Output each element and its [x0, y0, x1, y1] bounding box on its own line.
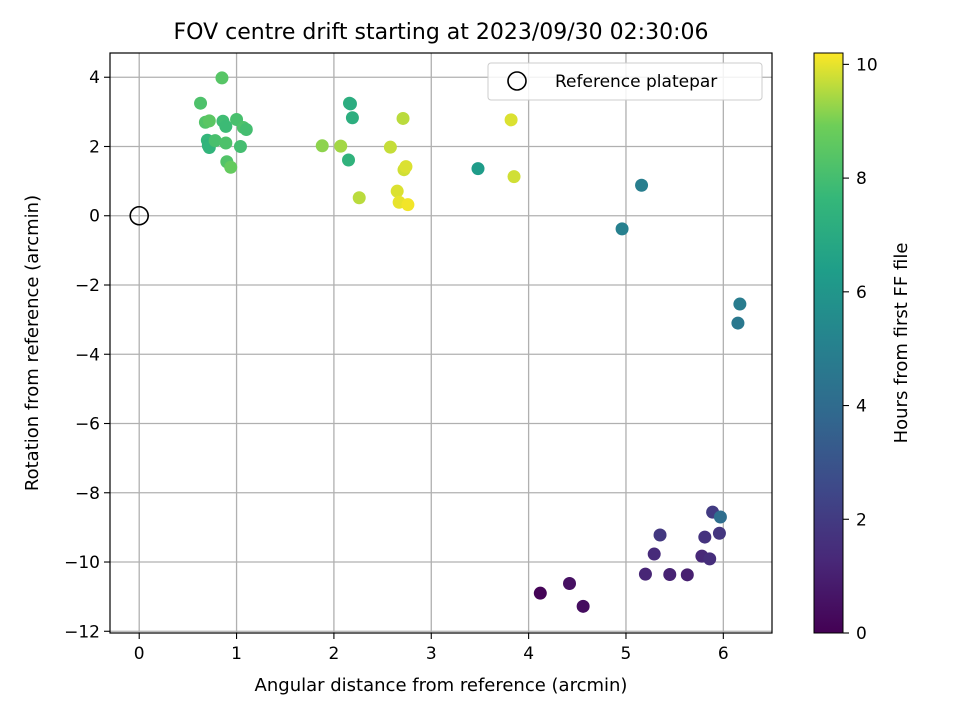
grid-lines: [110, 53, 772, 633]
x-tick-label: 4: [523, 644, 534, 664]
data-point: [208, 134, 222, 148]
reference-point-marker: [129, 205, 150, 226]
x-tick-label: 0: [134, 644, 145, 664]
legend-box: [487, 62, 763, 101]
x-tick-label: 5: [621, 644, 632, 664]
x-tick-label: 1: [231, 644, 242, 664]
colorbar-label: Hours from first FF file: [891, 243, 912, 444]
data-point: [345, 111, 359, 125]
data-point: [680, 568, 694, 582]
legend-marker: [507, 71, 527, 91]
colorbar-tick-label: 4: [856, 397, 867, 417]
plot-frame: [109, 52, 773, 634]
data-point: [712, 526, 726, 540]
data-point: [615, 222, 629, 236]
x-axis-label: Angular distance from reference (arcmin): [255, 675, 628, 696]
y-tick-label: −10: [64, 553, 100, 573]
data-point: [396, 111, 410, 125]
colorbar: 0 2 4 6 8 10 Hours from first FF file: [813, 52, 912, 644]
data-point: [219, 119, 233, 133]
data-points: [194, 71, 747, 613]
data-point: [215, 71, 229, 85]
data-point: [352, 191, 366, 205]
data-point: [638, 567, 652, 581]
colorbar-frame: [813, 52, 844, 634]
y-tick-label: −8: [75, 484, 100, 504]
data-point: [533, 586, 547, 600]
data-point: [507, 170, 521, 184]
data-point: [334, 139, 348, 153]
data-point: [504, 113, 518, 127]
y-tick-label: −2: [75, 276, 100, 296]
data-point: [733, 297, 747, 311]
data-point: [563, 576, 577, 590]
data-point: [342, 153, 356, 167]
x-axis-ticks: 0 1 2 3 4 5 6: [134, 633, 729, 664]
data-point: [390, 184, 404, 198]
y-tick-label: 2: [89, 137, 100, 157]
y-tick-label: −4: [75, 345, 100, 365]
colorbar-tick-label: 0: [856, 624, 867, 644]
colorbar-gradient: [814, 53, 843, 633]
data-point: [635, 178, 649, 192]
data-point: [401, 198, 415, 212]
colorbar-tick-label: 8: [856, 169, 867, 189]
colorbar-tick-label: 10: [856, 55, 878, 75]
data-point: [653, 528, 667, 542]
legend-label: Reference platepar: [555, 72, 717, 92]
data-point: [202, 114, 216, 128]
y-tick-label: 4: [89, 68, 100, 88]
data-point: [343, 97, 357, 111]
y-tick-label: −6: [75, 415, 100, 435]
colorbar-tick-label: 6: [856, 283, 867, 303]
data-point: [703, 552, 717, 566]
data-point: [576, 599, 590, 613]
data-point: [383, 140, 397, 154]
x-tick-label: 3: [426, 644, 437, 664]
y-axis-label: Rotation from reference (arcmin): [22, 195, 43, 491]
data-point: [224, 160, 238, 174]
data-point: [698, 530, 712, 544]
y-tick-label: −12: [64, 622, 100, 642]
legend: Reference platepar: [487, 62, 763, 101]
data-point: [663, 567, 677, 581]
data-point: [315, 139, 329, 153]
data-point: [194, 96, 208, 110]
data-point: [233, 139, 247, 153]
data-point: [471, 162, 485, 176]
y-axis-ticks: −12 −10 −8 −6 −4 −2 0 2 4: [64, 68, 110, 642]
colorbar-ticks: 0 2 4 6 8 10: [843, 55, 878, 644]
x-tick-label: 6: [718, 644, 729, 664]
y-tick-label: 0: [89, 207, 100, 227]
colorbar-tick-label: 2: [856, 510, 867, 530]
chart-title: FOV centre drift starting at 2023/09/30 …: [174, 20, 709, 45]
data-point: [239, 123, 253, 137]
data-point: [713, 510, 727, 524]
data-point: [731, 316, 745, 330]
data-point: [399, 160, 413, 174]
data-point: [219, 136, 233, 150]
data-point: [647, 547, 661, 561]
x-tick-label: 2: [328, 644, 339, 664]
